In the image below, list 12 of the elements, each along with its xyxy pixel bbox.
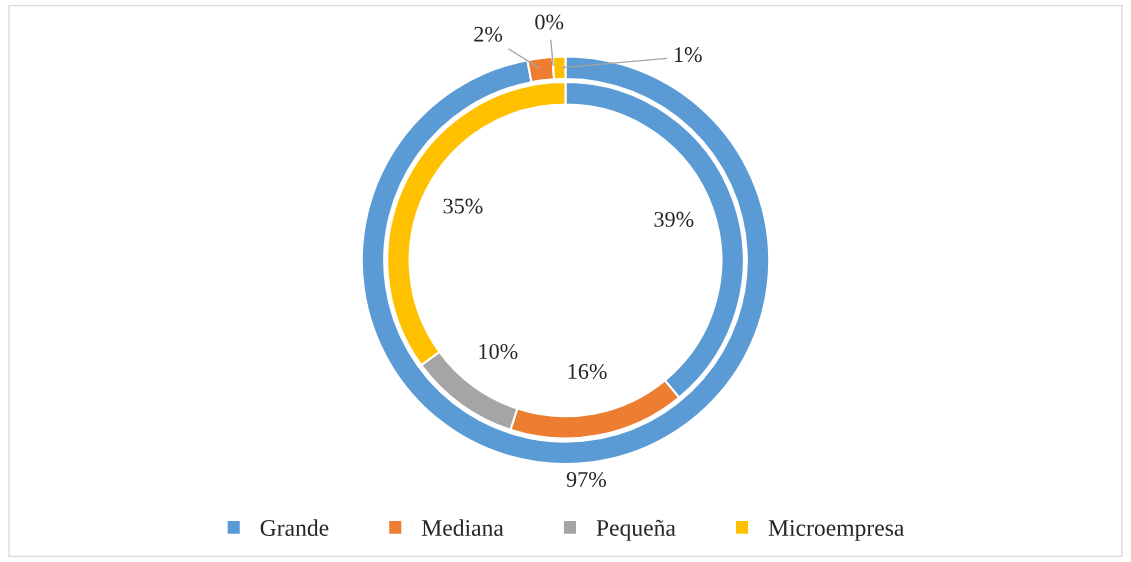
data-label: 10% [479, 343, 518, 360]
data-label: 97% [566, 471, 607, 487]
legend-label: Pequeña [596, 519, 676, 541]
data-label: 39% [654, 211, 694, 227]
legend-label: Mediana [421, 519, 504, 536]
data-label: 2% [474, 26, 503, 42]
text: 0% [535, 14, 564, 30]
legend-label: Microempresa [768, 520, 905, 541]
data-label: 1% [674, 47, 702, 63]
data-label: 35% [443, 198, 483, 214]
legend-label: Grande [260, 519, 329, 536]
data-label: 16% [568, 363, 607, 379]
